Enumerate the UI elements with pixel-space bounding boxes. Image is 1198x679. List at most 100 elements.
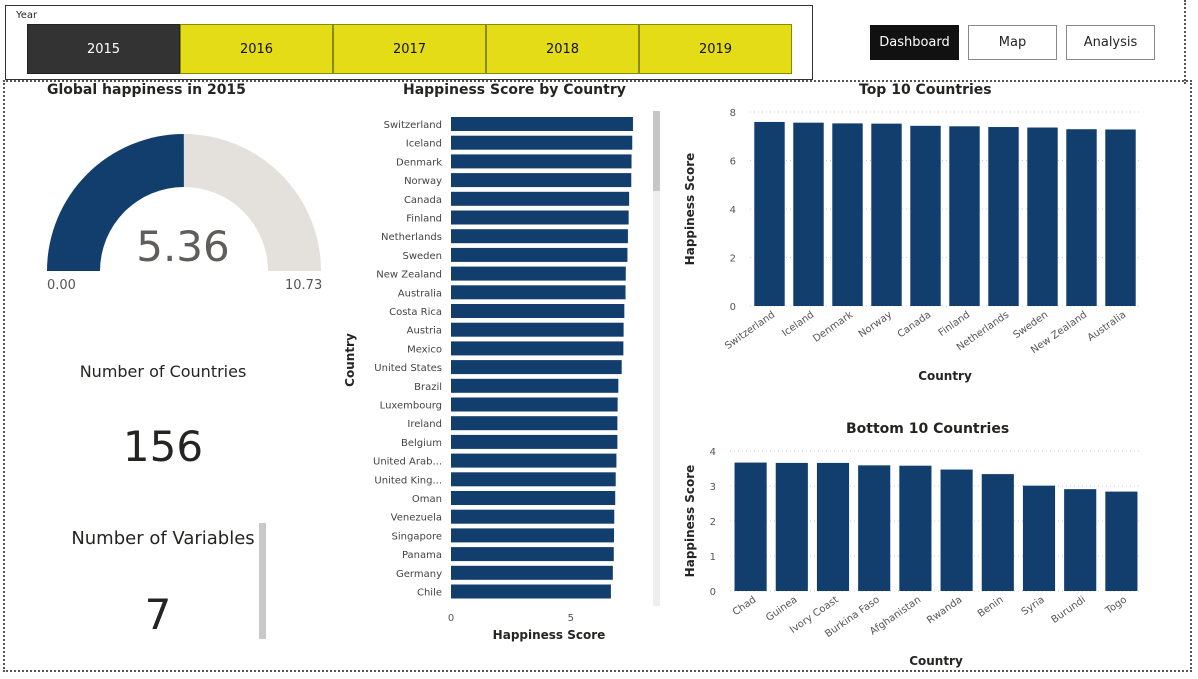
country-bar [1022, 485, 1056, 591]
y-tick-label: 0 [730, 302, 736, 313]
year-2017-button[interactable]: 2017 [333, 24, 486, 74]
country-tick-label: Costa Rica [389, 307, 442, 318]
country-tick-label: Canada [404, 195, 442, 206]
country-tick-label: Luxembourg [380, 401, 442, 412]
country-tick-label: Brazil [414, 382, 442, 393]
country-tick-label: Netherlands [381, 232, 442, 243]
country-bar [816, 462, 850, 591]
country-bar [451, 229, 628, 244]
y-tick-label: 4 [710, 447, 716, 458]
x-tick-label: Togo [1103, 594, 1129, 617]
x-tick-label: Iceland [780, 309, 816, 339]
country-bar [451, 247, 628, 262]
chart-scrollbar-track[interactable] [653, 111, 660, 606]
x-tick-label: Benin [976, 594, 1006, 619]
y-axis-title: Happiness Score [683, 465, 697, 578]
country-tick-label: Mexico [407, 344, 442, 355]
y-tick-label: 6 [730, 157, 736, 168]
gauge-chart [47, 134, 321, 271]
top10-title: Top 10 Countries [859, 82, 992, 98]
gauge-title: Global happiness in 2015 [47, 82, 246, 98]
analysis-button[interactable]: Analysis [1066, 25, 1155, 60]
x-axis-title: Country [918, 369, 972, 383]
country-chart-title: Happiness Score by Country [403, 82, 626, 98]
country-bar [451, 304, 625, 318]
country-tick-label: Norway [404, 176, 442, 187]
country-tick-label: Sweden [402, 251, 442, 262]
country-bar [451, 210, 629, 225]
x-tick-label: Syria [1020, 594, 1047, 618]
country-bar [451, 135, 633, 150]
country-tick-label: Denmark [396, 157, 442, 168]
country-bar [1027, 127, 1058, 306]
country-tick-label: Iceland [406, 139, 442, 150]
gauge-max-label: 10.73 [285, 278, 323, 293]
x-tick-label: Australia [1086, 309, 1129, 343]
variables-card-title: Number of Variables [71, 528, 255, 549]
year-slicer: Year 2015 2016 2017 2018 2019 [5, 5, 813, 80]
country-bar [949, 126, 980, 307]
x-axis-title: Country [909, 654, 963, 668]
country-tick-label: Austria [407, 326, 442, 337]
country-bar [451, 547, 614, 562]
year-2015-button[interactable]: 2015 [27, 24, 180, 74]
gauge-fill [47, 134, 184, 271]
country-bar [451, 322, 624, 337]
country-tick-label: Oman [412, 494, 442, 505]
country-bar [451, 378, 619, 393]
country-bar [451, 528, 615, 543]
x-tick-label: Switzerland [723, 309, 777, 351]
country-tick-label: Chile [417, 588, 442, 599]
x-tick-label: Rwanda [925, 594, 964, 626]
country-bar [451, 154, 632, 169]
y-tick-label: 4 [730, 205, 736, 216]
country-bar [451, 472, 616, 487]
country-tick-label: Finland [406, 214, 442, 225]
country-tick-label: Australia [398, 288, 442, 299]
year-2018-button[interactable]: 2018 [486, 24, 639, 74]
map-button[interactable]: Map [968, 25, 1057, 60]
country-tick-label: Belgium [401, 438, 442, 449]
x-tick-label: Canada [896, 309, 933, 340]
year-2019-button[interactable]: 2019 [639, 24, 792, 74]
country-bar [451, 434, 618, 449]
country-bar [871, 123, 902, 306]
page-border-right [1184, 0, 1196, 84]
x-tick-label: Guinea [764, 594, 799, 623]
dashboard-button[interactable]: Dashboard [870, 25, 959, 60]
y-tick-label: 8 [730, 108, 736, 119]
x-tick-label: Chad [731, 594, 758, 618]
x-axis-title: Happiness Score [493, 628, 606, 642]
x-tick-label: Finland [937, 309, 973, 339]
country-tick-label: United States [374, 363, 442, 374]
country-bar [940, 469, 973, 591]
year-2016-button[interactable]: 2016 [180, 24, 333, 74]
country-bar [734, 462, 767, 591]
country-bar [451, 397, 618, 412]
y-axis-title: Country [343, 333, 357, 387]
country-tick-label: Switzerland [384, 120, 442, 131]
country-tick-label: Germany [396, 569, 442, 580]
country-bar [451, 117, 633, 131]
country-bar [451, 584, 611, 599]
country-bar [451, 285, 626, 300]
chart-scrollbar-thumb[interactable] [653, 111, 660, 191]
country-bar [858, 465, 891, 591]
country-bar [451, 266, 626, 281]
card-accent-bar [259, 523, 266, 639]
country-bar [451, 509, 615, 524]
country-bar [910, 125, 941, 306]
country-bar [451, 565, 613, 580]
country-bar [451, 416, 618, 431]
x-tick-label: 0 [448, 613, 454, 624]
countries-card-value: 156 [122, 422, 204, 471]
country-tick-label: United Arab... [373, 457, 442, 468]
country-bar [451, 453, 617, 468]
x-tick-label: Norway [857, 309, 894, 340]
y-tick-label: 1 [710, 552, 716, 563]
country-bar [1064, 489, 1097, 591]
variables-card-value: 7 [144, 590, 172, 639]
country-bar [1066, 129, 1097, 306]
